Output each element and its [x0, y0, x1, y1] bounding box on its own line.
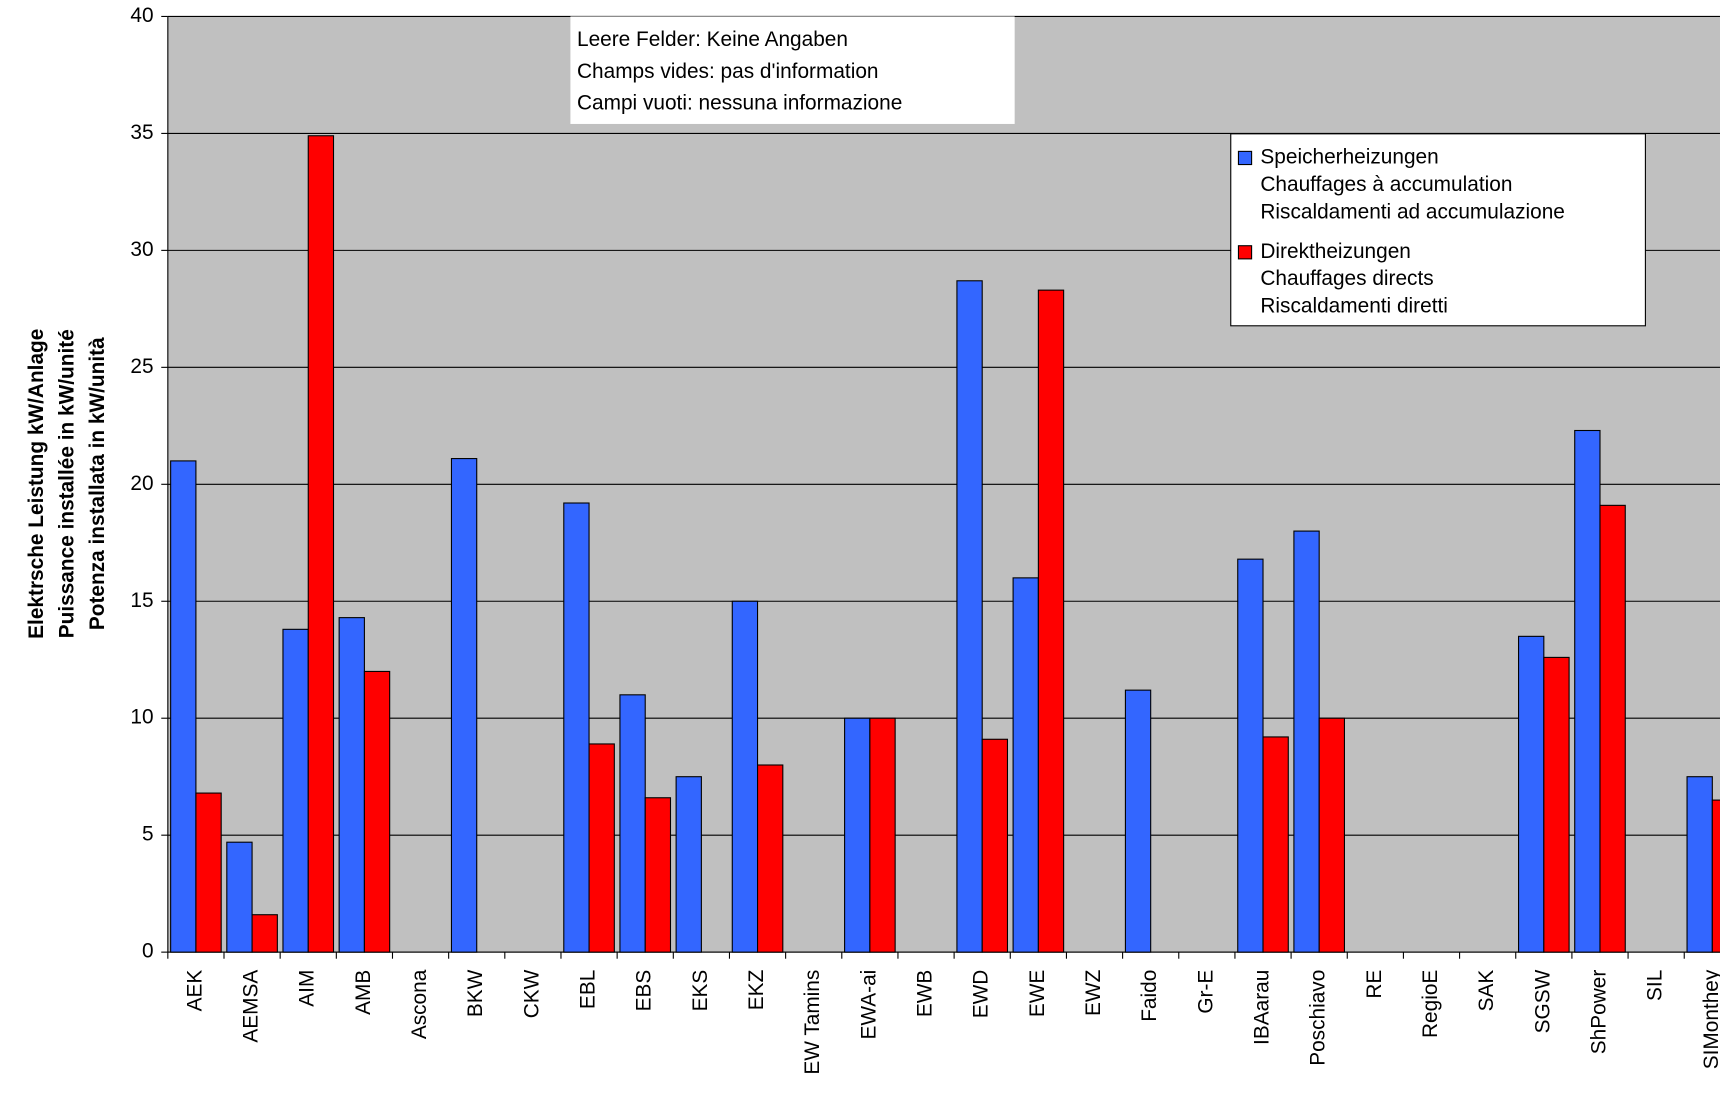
bar	[1318, 717, 1345, 953]
bar	[981, 738, 1009, 953]
legend-label: Speicherheizungen	[1260, 145, 1438, 168]
legend-swatch	[1237, 150, 1253, 166]
bar	[1262, 736, 1289, 953]
legend-label: Riscaldamenti ad accumulazione	[1260, 200, 1564, 223]
x-tick-label: EKZ	[745, 969, 768, 1010]
x-tick-label: AEK	[183, 970, 206, 1012]
x-tick-label: EBL	[577, 970, 600, 1009]
x-tick-label: EKS	[689, 970, 712, 1012]
x-tick-label: SGSW	[1531, 969, 1554, 1033]
y-axis-title: Puissance installée in kW/unité	[56, 329, 79, 638]
y-axis-title: Elektrsche Leistung kW/Anlage	[25, 329, 48, 639]
bar	[869, 717, 896, 953]
bar	[1599, 504, 1626, 953]
legend-label: Riscaldamenti diretti	[1260, 295, 1448, 318]
y-tick-label: 25	[130, 355, 153, 378]
x-tick-label: EBS	[633, 970, 656, 1012]
y-tick-label: 15	[130, 589, 153, 612]
y-tick-label: 5	[142, 823, 154, 846]
bar	[1012, 577, 1039, 953]
y-tick-label: 0	[142, 940, 154, 963]
x-tick-label: Faido	[1138, 970, 1161, 1022]
legend-swatch	[1237, 245, 1253, 260]
x-tick-label: EWA-ai	[857, 970, 880, 1040]
x-tick-label: Gr-E	[1194, 970, 1217, 1014]
bar	[226, 841, 253, 953]
bar	[1543, 656, 1570, 953]
bar	[363, 670, 391, 953]
annotation: Campi vuoti: nessuna informazione	[577, 92, 902, 115]
bar	[1574, 429, 1601, 953]
x-tick-label: EWB	[914, 970, 937, 1017]
bar	[675, 776, 702, 953]
bar	[1711, 799, 1720, 953]
y-tick-label: 30	[130, 238, 153, 261]
bar	[338, 617, 365, 953]
legend	[1230, 133, 1646, 327]
bar	[1686, 776, 1713, 953]
x-tick-label: RE	[1363, 970, 1386, 999]
y-axis-title: Potenza installata in kW/unità	[86, 337, 109, 630]
x-tick-label: ShPower	[1587, 970, 1610, 1055]
bar	[956, 280, 983, 953]
bar	[844, 717, 871, 953]
x-tick-label: EWD	[970, 970, 993, 1019]
bar	[563, 502, 590, 953]
bar	[1037, 289, 1065, 953]
bar	[251, 914, 278, 953]
y-tick-label: 10	[130, 706, 153, 729]
x-tick-label: IBAarau	[1251, 970, 1274, 1045]
x-tick-label: SAK	[1475, 970, 1498, 1012]
x-tick-label: Ascona	[408, 969, 431, 1039]
bar	[644, 797, 672, 953]
x-tick-label: EWZ	[1082, 969, 1105, 1016]
y-tick-label: 35	[130, 121, 153, 144]
x-tick-label: EWE	[1026, 970, 1049, 1017]
x-tick-label: CKW	[520, 969, 543, 1018]
bar	[195, 792, 222, 953]
x-tick-label: SIL	[1644, 970, 1667, 1001]
bar	[756, 764, 784, 953]
y-tick-label: 20	[130, 472, 153, 495]
bar	[1237, 558, 1264, 953]
bar	[619, 694, 646, 953]
bar	[731, 600, 759, 953]
legend-label: Direktheizungen	[1260, 240, 1411, 263]
bar	[170, 460, 197, 953]
bar	[1124, 689, 1152, 953]
x-tick-label: SIMonthey	[1700, 969, 1720, 1069]
y-tick-label: 40	[130, 4, 153, 27]
x-tick-label: RegioE	[1419, 970, 1442, 1038]
legend-label: Chauffages à accumulation	[1260, 173, 1512, 196]
annotation: Leere Felder: Keine Angaben	[577, 28, 848, 51]
annotation-box	[570, 16, 1015, 124]
bar	[1518, 635, 1545, 953]
bar	[450, 458, 478, 953]
annotation: Champs vides: pas d'information	[577, 60, 879, 83]
bar	[282, 628, 309, 953]
x-tick-label: EW Tamins	[801, 970, 824, 1075]
bar	[1293, 530, 1320, 953]
legend-label: Chauffages directs	[1260, 267, 1433, 290]
x-tick-label: AIM	[296, 970, 319, 1007]
x-tick-label: AEMSA	[240, 970, 263, 1043]
x-tick-label: AMB	[352, 970, 375, 1015]
x-tick-label: BKW	[464, 969, 487, 1017]
bar	[588, 743, 615, 953]
bar	[307, 135, 335, 953]
x-tick-label: Poschiavo	[1307, 970, 1330, 1066]
